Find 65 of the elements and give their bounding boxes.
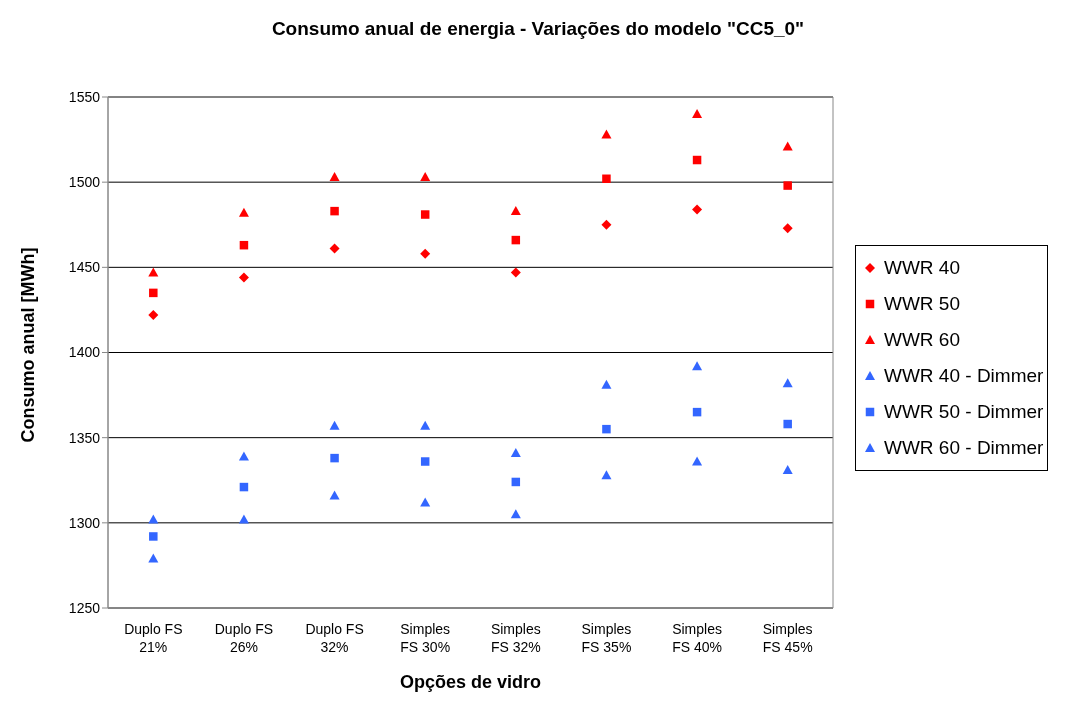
x-tick-label: Duplo FS 26%	[214, 621, 274, 655]
legend-label: WWR 40 - Dimmer	[884, 365, 1044, 387]
y-axis-title: Consumo anual [MWh]	[18, 247, 39, 443]
point	[420, 210, 430, 219]
point	[420, 497, 431, 507]
point	[148, 310, 159, 321]
point	[602, 424, 611, 434]
point	[329, 420, 340, 430]
legend-label: WWR 50 - Dimmer	[884, 401, 1044, 423]
point	[238, 514, 249, 524]
point	[601, 470, 612, 480]
x-axis-title: Opções de vidro	[399, 672, 542, 692]
point	[330, 453, 339, 463]
point	[692, 109, 703, 119]
point	[510, 206, 521, 216]
y-tick-label: 1500	[68, 174, 101, 191]
point	[692, 361, 703, 371]
x-tick-label: Simples FS 35%	[581, 621, 632, 655]
point	[602, 174, 611, 184]
point	[692, 204, 703, 215]
point	[329, 243, 340, 254]
point	[238, 272, 249, 283]
point	[329, 490, 340, 500]
point	[329, 172, 340, 182]
point	[148, 514, 159, 524]
point	[238, 451, 249, 461]
point	[330, 206, 339, 216]
point	[149, 532, 158, 541]
y-tick-label: 1300	[68, 514, 101, 531]
legend-label: WWR 40	[884, 257, 960, 279]
legend-label: WWR 50	[884, 293, 960, 315]
y-tick-label: 1350	[68, 429, 101, 446]
point	[782, 378, 793, 388]
point	[692, 456, 703, 466]
x-tick-label: Duplo FS 32%	[305, 621, 364, 655]
point	[148, 267, 159, 277]
x-tick-label: Simples FS 30%	[400, 621, 451, 655]
point	[783, 181, 792, 190]
point	[510, 267, 521, 278]
point	[238, 207, 249, 217]
y-tick-label: 1250	[68, 599, 101, 616]
point	[782, 141, 793, 151]
point	[782, 223, 793, 234]
point	[782, 465, 793, 475]
chart-title: Consumo anual de energia - Variações do modelo "CC5_0"	[270, 18, 806, 40]
point	[420, 248, 431, 259]
point	[510, 448, 521, 457]
point	[149, 288, 158, 298]
x-tick-label: Duplo FS 21%	[124, 621, 183, 655]
y-tick-label: 1550	[68, 88, 101, 105]
legend-label: WWR 60	[884, 329, 960, 351]
point	[420, 420, 431, 430]
point	[783, 419, 792, 429]
y-tick-label: 1450	[68, 259, 101, 276]
point	[510, 509, 521, 519]
point	[601, 379, 612, 389]
point	[420, 172, 431, 182]
x-tick-label: Simples FS 40%	[672, 621, 722, 655]
x-tick-label: Simples FS 45%	[762, 621, 813, 655]
legend-label: WWR 60 - Dimmer	[884, 437, 1044, 459]
y-tick-label: 1400	[68, 344, 101, 361]
point	[601, 219, 612, 230]
point	[420, 457, 430, 466]
x-tick-label: Simples FS 32%	[490, 621, 541, 655]
point	[148, 553, 159, 563]
